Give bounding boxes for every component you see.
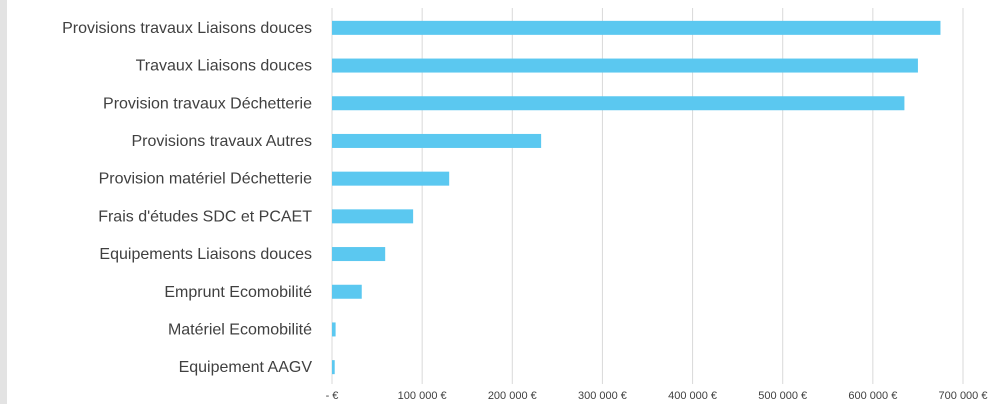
category-label: Provision travaux Déchetterie [103,95,312,112]
bar [332,209,414,224]
x-tick-label: 600 000 € [848,390,897,402]
x-tick-label: 700 000 € [939,390,988,402]
category-label: Frais d'études SDC et PCAET [98,208,312,225]
category-label: Equipements Liaisons douces [99,246,312,263]
x-tick-label: 200 000 € [488,390,537,402]
bar [332,247,386,262]
left-edge-strip [0,0,7,404]
x-tick-label: 300 000 € [578,390,627,402]
x-tick-label: 100 000 € [398,390,447,402]
category-label: Provisions travaux Autres [131,133,312,150]
bar [332,284,362,299]
bar [332,20,941,35]
x-tick-labels: - € 100 000 € 200 000 € 300 000 € 400 000 € 5… [326,390,988,402]
bar [332,96,905,111]
bar [332,171,450,186]
category-label: Emprunt Ecomobilité [164,284,312,301]
category-labels: Provisions travaux Liaisons douces Travau… [62,20,312,376]
x-tick-label: - € [326,390,339,402]
category-label: Equipement AAGV [179,359,313,376]
category-label: Provision matériel Déchetterie [99,171,313,188]
category-label: Travaux Liaisons douces [136,58,312,75]
bar [332,322,336,337]
category-label: Provisions travaux Liaisons douces [62,20,312,37]
category-label: Matériel Ecomobilité [168,321,312,338]
bars [332,20,941,375]
bar [332,360,335,375]
bar [332,58,918,73]
x-tick-label: 500 000 € [758,390,807,402]
bar [332,133,542,148]
x-tick-label: 400 000 € [668,390,717,402]
